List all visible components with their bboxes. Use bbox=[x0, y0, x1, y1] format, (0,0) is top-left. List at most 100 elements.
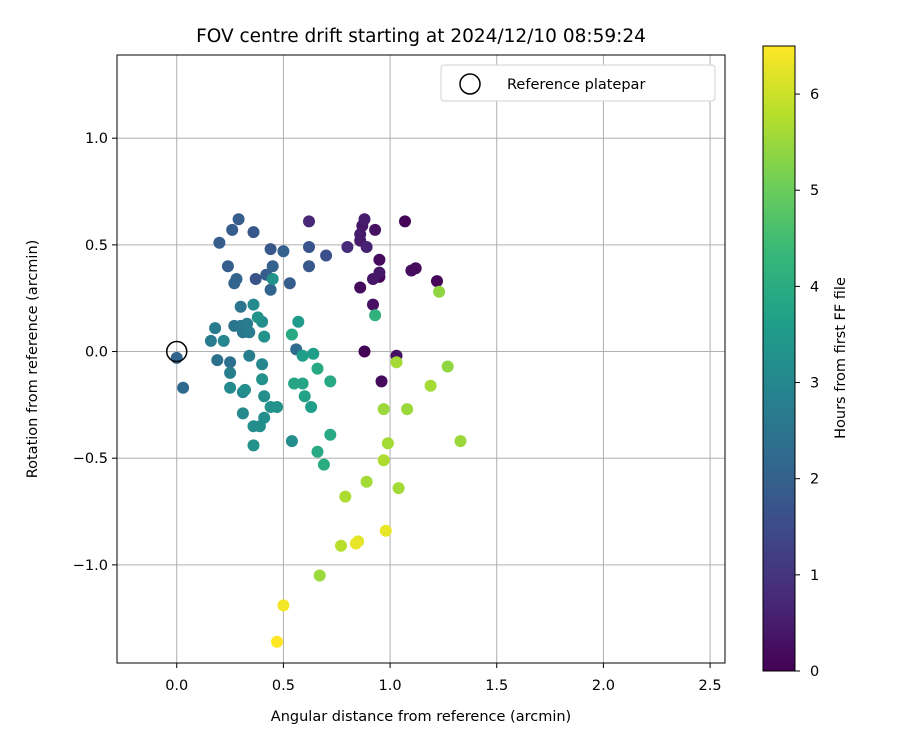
scatter-point bbox=[298, 390, 311, 403]
scatter-point bbox=[311, 445, 324, 458]
x-tick-label: 0.5 bbox=[272, 678, 295, 694]
y-axis-label: Rotation from reference (arcmin) bbox=[25, 240, 41, 479]
scatter-point bbox=[251, 311, 264, 324]
scatter-point bbox=[369, 223, 382, 236]
colorbar-tick-label: 5 bbox=[810, 183, 819, 199]
scatter-point bbox=[379, 524, 392, 537]
y-tick-label: −1.0 bbox=[73, 558, 108, 574]
scatter-point bbox=[431, 275, 443, 288]
scatter-point bbox=[288, 377, 301, 390]
x-axis-ticks: 0.0 0.5 1.0 1.5 2.0 2.5 bbox=[165, 663, 722, 694]
scatter-point bbox=[232, 213, 245, 226]
scatter-point bbox=[313, 569, 326, 582]
scatter-point bbox=[271, 401, 283, 413]
scatter-point bbox=[320, 249, 333, 262]
scatter-point bbox=[358, 213, 371, 226]
scatter-point bbox=[230, 273, 243, 285]
scatter-point bbox=[305, 401, 318, 413]
scatter-point bbox=[247, 298, 260, 311]
scatter-point bbox=[258, 390, 271, 403]
scatter-point bbox=[339, 490, 352, 503]
scatter-point bbox=[409, 262, 422, 275]
scatter-point bbox=[324, 375, 337, 388]
scatter-point bbox=[177, 381, 190, 394]
colorbar-ticks: 0 1 2 3 4 5 6 bbox=[795, 87, 819, 680]
scatter-point bbox=[236, 407, 249, 420]
plot-frame bbox=[116, 54, 726, 664]
scatter-point bbox=[296, 349, 309, 362]
scatter-point bbox=[247, 439, 260, 452]
scatter-point bbox=[264, 243, 277, 256]
scatter-point bbox=[377, 454, 390, 467]
scatter-point bbox=[253, 420, 266, 433]
scatter-point bbox=[221, 260, 234, 273]
legend: Reference platepar bbox=[440, 64, 716, 102]
scatter-point bbox=[217, 334, 230, 347]
colorbar-label: Hours from first FF file bbox=[833, 277, 849, 439]
x-tick-label: 0.0 bbox=[165, 678, 188, 694]
scatter-point bbox=[303, 241, 315, 253]
scatter-point bbox=[283, 277, 296, 290]
scatter-point bbox=[381, 437, 394, 450]
data-points bbox=[170, 213, 467, 648]
legend-box bbox=[440, 64, 716, 102]
chart-title: FOV centre drift starting at 2024/12/10 … bbox=[196, 26, 646, 47]
scatter-point bbox=[433, 285, 446, 298]
scatter-point bbox=[211, 354, 224, 367]
scatter-point bbox=[209, 322, 222, 335]
scatter-point bbox=[224, 366, 237, 379]
scatter-point bbox=[390, 356, 403, 369]
y-tick-label: 0.0 bbox=[85, 345, 108, 361]
scatter-point bbox=[358, 345, 371, 358]
scatter-point bbox=[341, 241, 354, 253]
scatter-point bbox=[256, 358, 269, 371]
scatter-point bbox=[335, 539, 347, 552]
scatter-point bbox=[354, 281, 367, 294]
scatter-point bbox=[324, 428, 337, 441]
y-axis-ticks: −1.0 −0.5 0.0 0.5 1.0 bbox=[73, 131, 117, 574]
scatter-point bbox=[303, 215, 315, 228]
scatter-point bbox=[311, 362, 324, 375]
scatter-point bbox=[266, 273, 279, 285]
scatter-point bbox=[234, 300, 247, 313]
scatter-point bbox=[256, 373, 269, 386]
scatter-point bbox=[292, 315, 305, 328]
scatter-point bbox=[243, 349, 256, 362]
colorbar-tick-label: 4 bbox=[810, 279, 819, 295]
scatter-point bbox=[303, 260, 315, 273]
scatter-point bbox=[454, 435, 467, 448]
scatter-point bbox=[226, 223, 239, 236]
reference-platepar-marker bbox=[165, 340, 188, 363]
scatter-point bbox=[213, 236, 226, 249]
colorbar-tick-label: 6 bbox=[810, 87, 819, 103]
y-tick-label: −0.5 bbox=[73, 451, 108, 467]
scatter-point bbox=[249, 273, 262, 285]
scatter-point bbox=[317, 458, 330, 471]
scatter-point bbox=[373, 266, 386, 279]
scatter-point bbox=[441, 360, 454, 373]
y-tick-label: 0.5 bbox=[85, 238, 108, 254]
scatter-point bbox=[373, 253, 386, 266]
scatter-point bbox=[375, 375, 388, 388]
scatter-point bbox=[239, 383, 251, 396]
scatter-point bbox=[399, 215, 411, 228]
scatter-point bbox=[285, 328, 298, 341]
scatter-point bbox=[349, 537, 362, 550]
scatter-point bbox=[224, 381, 237, 394]
scatter-point bbox=[285, 435, 298, 448]
colorbar-tick-label: 0 bbox=[810, 664, 819, 680]
y-tick-label: 1.0 bbox=[85, 131, 108, 147]
scatter-point bbox=[354, 228, 367, 241]
grid bbox=[117, 55, 725, 663]
scatter-point bbox=[277, 599, 290, 612]
scatter-point bbox=[392, 482, 405, 495]
scatter-point bbox=[243, 326, 256, 339]
scatter-point bbox=[271, 635, 283, 648]
legend-marker-reference bbox=[459, 73, 481, 95]
scatter-point bbox=[224, 356, 237, 369]
scatter-point bbox=[369, 309, 382, 322]
scatter-point bbox=[377, 403, 390, 416]
x-axis-label: Angular distance from reference (arcmin) bbox=[271, 709, 571, 725]
